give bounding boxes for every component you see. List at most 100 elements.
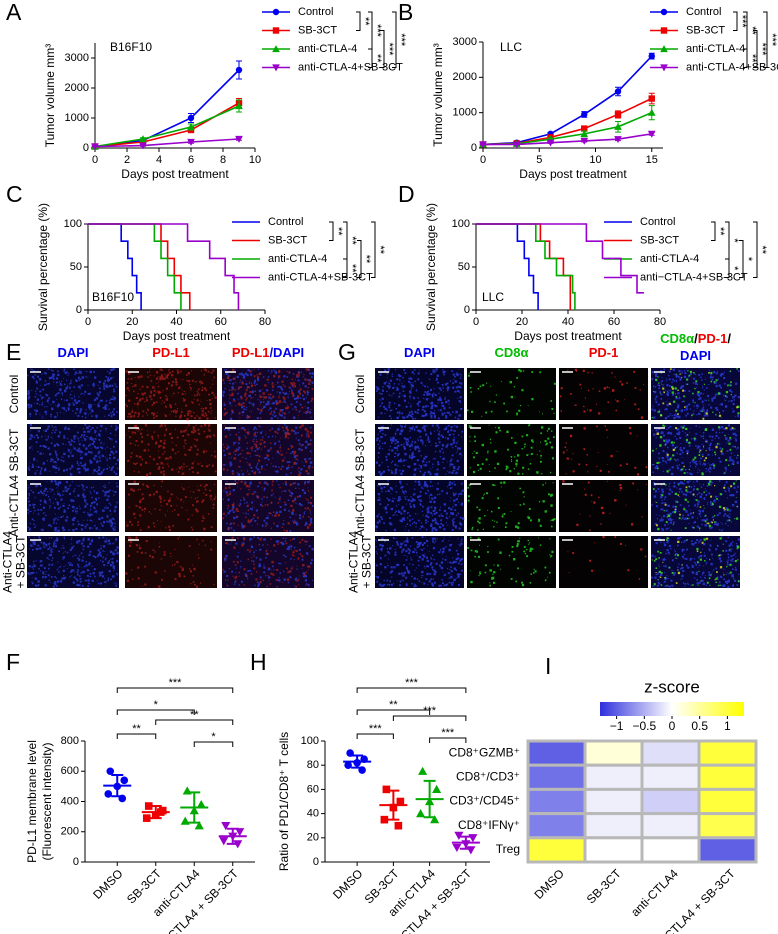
legend-label: Control (640, 216, 675, 228)
annotation: LLC (500, 40, 522, 54)
significance-label: ** (132, 723, 141, 735)
legend-label: SB-3CT (268, 234, 307, 246)
heatmap-cell (640, 787, 701, 816)
header-part: PD-L1 (152, 345, 190, 360)
marker (647, 130, 656, 138)
micrograph-texture (222, 368, 314, 419)
sd-bar (387, 789, 400, 821)
x-tick-label: 0 (92, 154, 98, 166)
marker (581, 125, 588, 132)
sd-bar (226, 827, 239, 845)
header-part: CD8α (660, 331, 694, 346)
sd-bar (111, 774, 124, 798)
y-tick-label: 200 (61, 826, 79, 838)
y-tick-label: 80 (307, 759, 319, 771)
y-tick-label: 3000 (65, 52, 89, 64)
legend-label: Control (268, 216, 303, 228)
x-tick-label: 20 (126, 316, 138, 328)
micrograph (559, 424, 648, 476)
row-label: Control (7, 375, 21, 414)
y-tick-label: 2000 (453, 71, 477, 83)
row-label: Anti-CTLA4 (347, 531, 361, 593)
significance-bracket (392, 11, 397, 68)
panel-letter: I (545, 653, 551, 679)
header-part: DAPI (404, 345, 435, 360)
marker (187, 114, 195, 122)
series-line (88, 223, 142, 310)
significance-label: *** (756, 43, 768, 57)
column-label: DMSO (532, 866, 567, 901)
marker (416, 809, 426, 818)
y-tick-label: 60 (307, 783, 319, 795)
heatmap-cell (526, 739, 587, 767)
x-tick-label: 5 (536, 154, 542, 166)
legend-label: anti-CTLA-4 (298, 43, 357, 55)
micrograph-texture (651, 536, 740, 589)
legend-marker (660, 27, 668, 34)
sd-bar (423, 779, 436, 819)
heatmap-cell (697, 812, 758, 840)
colorbar-tick-label: −1 (610, 719, 624, 733)
legend-marker (660, 8, 668, 16)
panel-letter: H (250, 649, 267, 675)
y-tick-label: 800 (61, 735, 79, 747)
marker (219, 837, 229, 846)
marker (454, 831, 464, 840)
heatmap-cell (583, 739, 644, 767)
header-part: PD-L1 (232, 345, 270, 360)
panel-letter: E (6, 339, 21, 365)
micrograph (27, 368, 119, 420)
marker (394, 821, 403, 830)
x-tick-label: 20 (516, 316, 528, 328)
significance-label: * (728, 238, 740, 243)
significance-label: *** (169, 677, 183, 689)
micrograph-texture (467, 536, 554, 587)
marker (614, 88, 622, 95)
marker (120, 776, 129, 785)
header-part: /DAPI (269, 345, 304, 360)
row-label: SB-3CT (353, 428, 367, 471)
x-axis-label: Days post treatment (121, 167, 229, 181)
micrograph-texture (651, 368, 740, 420)
legend-marker (272, 8, 280, 16)
significance-bracket (356, 687, 467, 693)
significance-label: * (742, 257, 754, 262)
micrograph (559, 536, 648, 588)
column-header: CD8α (495, 345, 529, 360)
micrograph-texture (126, 480, 217, 532)
panel-letter: D (398, 181, 415, 207)
column-label: SB-3CT (584, 866, 625, 907)
x-tick-label: 0 (480, 154, 486, 166)
y-axis-label: Survival percentage (%) (36, 203, 50, 331)
row-label: CD8⁺IFNγ⁺ (458, 818, 520, 832)
marker (104, 790, 113, 798)
micrograph-texture (222, 480, 314, 532)
y-tick-label: 1000 (453, 107, 477, 119)
legend-label: Control (298, 6, 333, 18)
significance-label: ** (359, 17, 371, 26)
x-tick-label: 0 (85, 316, 91, 328)
significance-label: *** (369, 723, 383, 735)
legend-label: SB-3CT (298, 24, 337, 36)
heatmap-cell (697, 739, 758, 767)
significance-bracket (429, 737, 467, 743)
marker (396, 797, 405, 806)
marker (581, 111, 588, 118)
micrograph (467, 480, 556, 532)
panel-letter: C (6, 181, 23, 207)
marker (139, 142, 147, 150)
panel-letter: G (338, 339, 356, 365)
header-part: PD-1 (698, 331, 728, 346)
micrograph-texture (27, 480, 119, 533)
significance-label: * (728, 266, 740, 271)
significance-bracket (343, 258, 348, 278)
micrograph-texture (222, 368, 315, 420)
panel-letter: B (398, 0, 413, 25)
significance-bracket (711, 221, 716, 241)
significance-label: * (211, 731, 216, 743)
significance-bracket (380, 30, 385, 68)
header-part: / (694, 331, 698, 346)
legend-marker (660, 45, 668, 53)
marker (466, 846, 476, 855)
legend-label: SB-3CT (640, 234, 679, 246)
